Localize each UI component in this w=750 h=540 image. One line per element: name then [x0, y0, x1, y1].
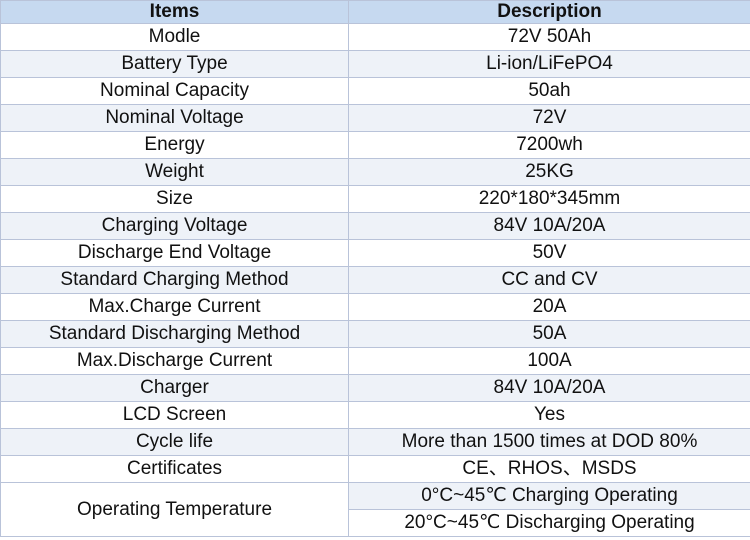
header-items: Items — [0, 0, 349, 24]
item-cell: Discharge End Voltage — [0, 239, 349, 267]
item-cell-operating-temperature: Operating Temperature — [0, 482, 349, 537]
description-cell-discharging-temperature: 20°C~45℃ Discharging Operating — [348, 509, 750, 537]
table-row: Size 220*180*345mm — [0, 185, 750, 213]
item-cell: Nominal Capacity — [0, 77, 349, 105]
item-cell: Energy — [0, 131, 349, 159]
description-cell: 50ah — [348, 77, 750, 105]
table-row: Certificates CE、RHOS、MSDS — [0, 455, 750, 483]
description-cell: 100A — [348, 347, 750, 375]
description-cell: 84V 10A/20A — [348, 374, 750, 402]
table-row: Max.Discharge Current 100A — [0, 347, 750, 375]
table-row: Charging Voltage 84V 10A/20A — [0, 212, 750, 240]
table-row: Standard Charging Method CC and CV — [0, 266, 750, 294]
table-row: 20°C~45℃ Discharging Operating — [1, 509, 750, 537]
item-cell: Size — [0, 185, 349, 213]
item-cell: Max.Charge Current — [0, 293, 349, 321]
description-cell: 25KG — [348, 158, 750, 186]
table-row: Charger 84V 10A/20A — [0, 374, 750, 402]
table-row: Nominal Voltage 72V — [0, 104, 750, 132]
description-cell: 84V 10A/20A — [348, 212, 750, 240]
description-cell: 50V — [348, 239, 750, 267]
header-row: Items Description — [0, 0, 750, 24]
table-row: Max.Charge Current 20A — [0, 293, 750, 321]
table-row: Weight 25KG — [0, 158, 750, 186]
description-cell-charging-temperature: 0°C~45℃ Charging Operating — [348, 482, 750, 510]
item-cell: Certificates — [0, 455, 349, 483]
description-cell: 50A — [348, 320, 750, 348]
description-cell: Yes — [348, 401, 750, 429]
item-cell: Battery Type — [0, 50, 349, 78]
description-cell: CE、RHOS、MSDS — [348, 455, 750, 483]
item-cell: Max.Discharge Current — [0, 347, 349, 375]
item-cell: Weight — [0, 158, 349, 186]
item-cell: Charger — [0, 374, 349, 402]
item-cell: Standard Charging Method — [0, 266, 349, 294]
table-row: LCD Screen Yes — [0, 401, 750, 429]
item-cell: LCD Screen — [0, 401, 349, 429]
description-cell: CC and CV — [348, 266, 750, 294]
table-row: Cycle life More than 1500 times at DOD 8… — [0, 428, 750, 456]
table-row: Nominal Capacity 50ah — [0, 77, 750, 105]
item-cell: Charging Voltage — [0, 212, 349, 240]
table-row: Standard Discharging Method 50A — [0, 320, 750, 348]
description-cell: Li-ion/LiFePO4 — [348, 50, 750, 78]
table-row: Battery Type Li-ion/LiFePO4 — [0, 50, 750, 78]
header-description: Description — [348, 0, 750, 24]
item-cell: Standard Discharging Method — [0, 320, 349, 348]
description-cell: 72V — [348, 104, 750, 132]
item-cell: Modle — [0, 23, 349, 51]
description-cell: 72V 50Ah — [348, 23, 750, 51]
table-row: Energy 7200wh — [0, 131, 750, 159]
description-cell: 220*180*345mm — [348, 185, 750, 213]
table-row: Discharge End Voltage 50V — [0, 239, 750, 267]
description-cell: More than 1500 times at DOD 80% — [348, 428, 750, 456]
description-cell: 20A — [348, 293, 750, 321]
item-cell: Nominal Voltage — [0, 104, 349, 132]
table-row: Operating Temperature 0°C~45℃ Charging O… — [0, 482, 750, 537]
description-cell: 7200wh — [348, 131, 750, 159]
table-row: Modle 72V 50Ah — [0, 23, 750, 51]
item-cell: Cycle life — [0, 428, 349, 456]
